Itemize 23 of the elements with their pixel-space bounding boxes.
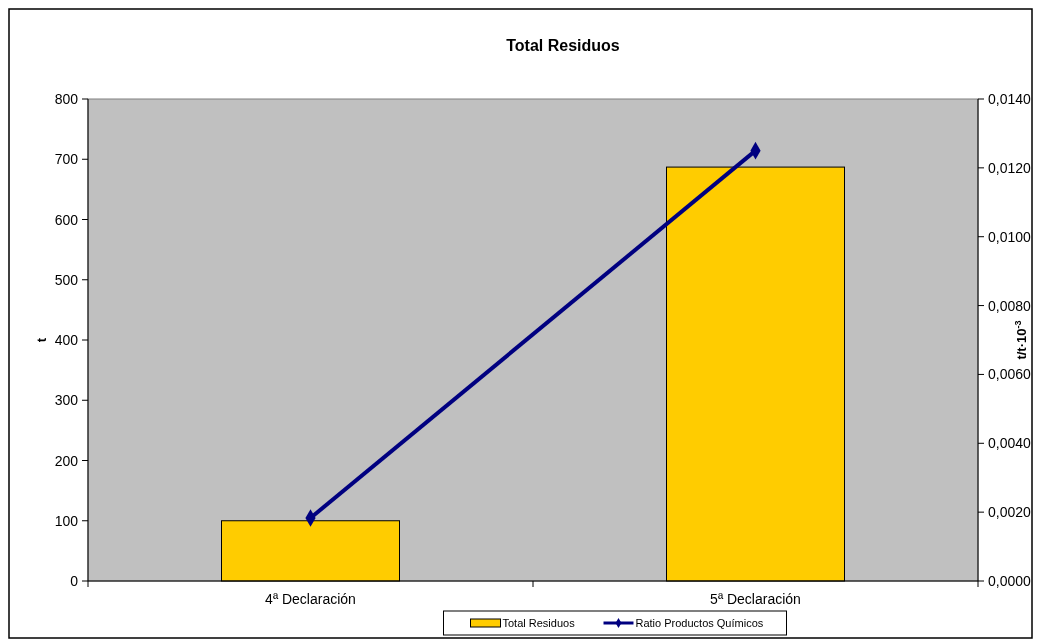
y-tick-label: 300 [54, 392, 79, 409]
y-tick-label: 800 [54, 91, 79, 107]
y2-tick-label: 0,0080 [988, 297, 1032, 314]
y2-tick-label: 0,0060 [988, 366, 1032, 383]
y2-tick-label: 0,0100 [988, 228, 1032, 245]
y2-tick-label: 0,0040 [988, 435, 1032, 452]
legend-label: Ratio Productos Químicos [635, 617, 764, 629]
y-tick-label: 700 [54, 151, 79, 168]
y2-tick-label: 0,0140 [988, 91, 1032, 107]
y-tick-label: 500 [54, 271, 79, 288]
chart-title: Total Residuos [506, 37, 620, 54]
y-axis-title: t [34, 337, 49, 343]
y-tick-label: 200 [54, 452, 79, 469]
x-tick-label: 4ª Declaración [265, 591, 356, 607]
legend-label: Total Residuos [502, 617, 576, 629]
y-tick-label: 0 [70, 573, 79, 589]
y2-tick-label: 0,0020 [988, 504, 1032, 521]
y-tick-label: 400 [54, 332, 79, 348]
y-tick-label: 100 [54, 512, 79, 529]
y2-tick-label: 0,0000 [988, 573, 1032, 589]
y2-tick-label: 0,0120 [988, 159, 1032, 176]
x-tick-label: 5ª Declaración [710, 591, 801, 607]
y-tick-label: 600 [54, 211, 79, 228]
